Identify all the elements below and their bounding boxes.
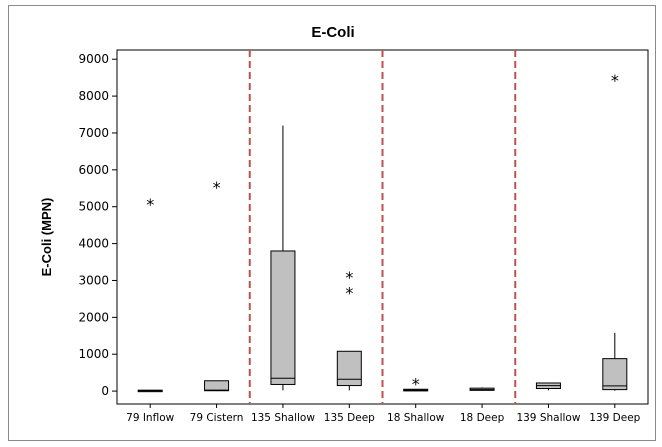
outlier-marker: *: [611, 71, 619, 90]
y-tick-label: 2000: [78, 310, 109, 324]
box-79-cistern: *: [204, 178, 230, 392]
box-iqr: [602, 358, 628, 391]
box-79-inflow: *: [137, 195, 163, 393]
box-iqr: [204, 380, 230, 392]
x-tick-label: 18 Deep: [460, 412, 505, 424]
outlier-marker: *: [412, 375, 420, 394]
y-tick-label: 7000: [78, 126, 109, 140]
box-iqr: [270, 250, 296, 385]
y-tick-label: 8000: [78, 89, 109, 103]
boxes: ******: [137, 71, 628, 394]
y-axis: 0 1000 2000 3000 4000 5000 6000 7000 8000 9000: [78, 52, 117, 398]
group-separators: [248, 50, 517, 404]
y-tick-label: 5000: [78, 200, 109, 214]
outlier-marker: *: [345, 284, 353, 303]
box-135-deep: **: [336, 268, 362, 391]
box-139-deep: *: [602, 71, 628, 391]
x-tick-label: 135 Shallow: [251, 412, 315, 424]
outlier-marker: *: [146, 195, 154, 214]
x-tick-label: 135 Deep: [324, 412, 375, 424]
x-axis: 79 Inflow 79 Cistern 135 Shallow 135 Deep 18…: [126, 404, 641, 424]
box-18-deep: [469, 387, 495, 391]
x-tick-label: 18 Shallow: [387, 412, 445, 424]
chart-frame: [8, 5, 656, 441]
box-139-shallow: [535, 382, 561, 391]
box-iqr: [336, 350, 362, 387]
x-tick-label: 79 Cistern: [190, 412, 244, 424]
chart-title: E-Coli: [311, 24, 354, 41]
outlier-marker: *: [213, 178, 221, 197]
outlier-marker: *: [345, 268, 353, 287]
y-tick-label: 3000: [78, 273, 109, 287]
box-135-shallow: [270, 125, 296, 391]
box-18-shallow: *: [403, 375, 429, 394]
y-tick-label: 9000: [78, 52, 109, 66]
x-tick-label: 79 Inflow: [126, 412, 174, 424]
x-tick-label: 139 Shallow: [516, 412, 580, 424]
x-tick-label: 139 Deep: [589, 412, 640, 424]
y-tick-label: 4000: [78, 237, 109, 251]
y-axis-label: E-Coli (MPN): [39, 198, 54, 277]
y-tick-label: 0: [101, 384, 109, 398]
y-tick-label: 1000: [78, 347, 109, 361]
y-tick-label: 6000: [78, 163, 109, 177]
